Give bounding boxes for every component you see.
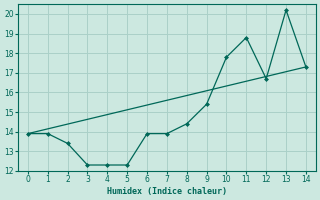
X-axis label: Humidex (Indice chaleur): Humidex (Indice chaleur) (107, 187, 227, 196)
